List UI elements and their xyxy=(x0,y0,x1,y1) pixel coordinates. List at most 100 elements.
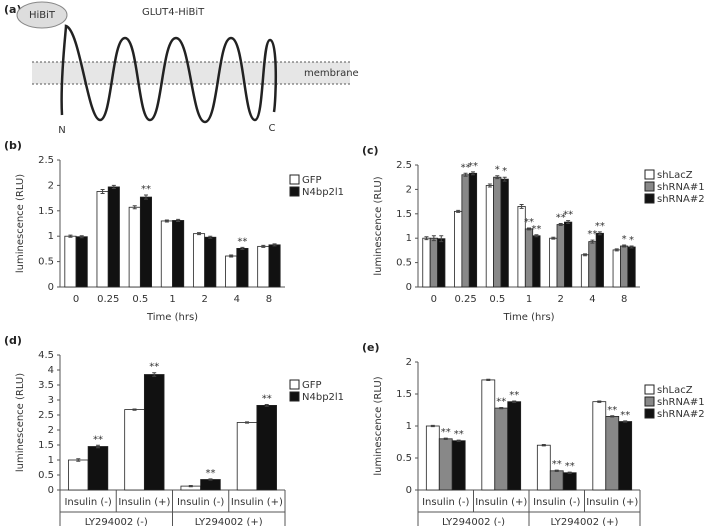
y-tick-label: 0 xyxy=(48,485,54,496)
error-bar xyxy=(143,194,148,200)
x-tick-label: Insulin (-) xyxy=(177,497,224,508)
bar xyxy=(68,459,89,491)
x-tick-label: 1 xyxy=(526,294,532,305)
error-bar xyxy=(566,220,571,225)
error-bar xyxy=(111,184,116,189)
bar xyxy=(107,186,120,288)
error-bar xyxy=(499,406,504,410)
panel-label: (e) xyxy=(362,341,380,354)
legend-label: shRNA#2 xyxy=(657,409,705,420)
x-tick-label: Insulin (-) xyxy=(422,497,469,508)
legend-swatch xyxy=(644,193,655,204)
significance: * xyxy=(495,165,500,176)
legend-label: GFP xyxy=(302,380,322,391)
error-bar xyxy=(610,415,615,418)
error-bar xyxy=(456,209,461,213)
bar xyxy=(627,246,636,288)
bar xyxy=(128,206,141,288)
bar xyxy=(429,237,438,288)
significance: ** xyxy=(461,162,471,173)
y-tick-label: 1.5 xyxy=(38,440,54,451)
bar xyxy=(500,178,509,288)
error-bar xyxy=(208,478,213,481)
error-bar xyxy=(229,254,234,258)
error-bar xyxy=(443,437,448,440)
error-bar xyxy=(463,172,468,177)
error-bar xyxy=(558,223,563,227)
bar xyxy=(592,401,607,491)
legend-swatch xyxy=(644,181,655,192)
x-tick-label: 0 xyxy=(431,294,437,305)
y-tick-label: 1.5 xyxy=(396,209,412,220)
panel-label: (d) xyxy=(4,334,22,347)
legend-swatch xyxy=(644,408,655,419)
x-tick-label: 0 xyxy=(73,294,79,305)
legend-swatch xyxy=(289,379,300,390)
bar xyxy=(468,172,478,288)
bar xyxy=(562,472,577,491)
error-bar xyxy=(245,421,250,424)
bar xyxy=(549,470,564,491)
significance: ** xyxy=(556,213,566,224)
bar xyxy=(549,237,558,288)
bar xyxy=(236,247,249,288)
x-tick-label: 8 xyxy=(266,294,272,305)
n-terminus: N xyxy=(58,125,65,136)
legend-label: shLacZ xyxy=(657,170,693,181)
bar xyxy=(64,235,77,288)
error-bar xyxy=(597,400,602,403)
bar xyxy=(532,235,541,288)
y-tick-label: 0 xyxy=(406,485,412,496)
y-tick-label: 0 xyxy=(406,282,412,293)
bar xyxy=(494,407,509,491)
bar xyxy=(204,236,217,288)
error-bar xyxy=(132,205,137,210)
x-tick-label: 0.25 xyxy=(97,294,119,305)
error-bar xyxy=(176,218,181,222)
membrane-label: membrane xyxy=(304,68,359,79)
error-bar xyxy=(272,243,277,247)
significance: * xyxy=(622,234,627,245)
error-bar xyxy=(424,236,429,241)
legend-swatch xyxy=(644,169,655,180)
significance: ** xyxy=(509,390,519,401)
hibit-tag xyxy=(16,1,68,29)
significance: ** xyxy=(595,221,605,232)
significance: ** xyxy=(141,184,151,195)
legend-swatch xyxy=(644,396,655,407)
bar xyxy=(618,421,633,491)
x-tick-label: Insulin (-) xyxy=(64,497,111,508)
error-bar xyxy=(487,183,492,188)
significance: * xyxy=(629,235,634,246)
legend-label: shRNA#2 xyxy=(657,194,705,205)
significance: ** xyxy=(496,396,506,407)
error-bar xyxy=(519,204,524,209)
error-bar xyxy=(470,171,475,176)
bar xyxy=(493,176,502,288)
bar xyxy=(257,245,270,288)
bar xyxy=(580,254,590,288)
y-tick-label: 4 xyxy=(48,365,54,376)
x-tick-label: Insulin (+) xyxy=(475,497,527,508)
legend-swatch xyxy=(289,186,300,197)
error-bar xyxy=(614,248,619,252)
significance: ** xyxy=(607,405,617,416)
x-tick-label: 2 xyxy=(201,294,207,305)
legend-label: shLacZ xyxy=(657,385,693,396)
error-bar xyxy=(567,471,572,474)
error-bar xyxy=(456,439,461,442)
error-bar xyxy=(240,246,245,250)
x-tick-label: 4 xyxy=(589,294,595,305)
bar xyxy=(437,238,446,288)
bar xyxy=(556,224,565,288)
error-bar xyxy=(100,188,105,195)
error-bar xyxy=(590,239,595,244)
bar xyxy=(564,221,573,288)
x-tick-label: Insulin (-) xyxy=(533,497,580,508)
legend-label: shRNA#1 xyxy=(657,397,705,408)
error-bar xyxy=(431,235,436,242)
bar xyxy=(438,438,453,491)
group-label: LY294002 (-) xyxy=(85,517,148,526)
significance: ** xyxy=(587,229,597,240)
